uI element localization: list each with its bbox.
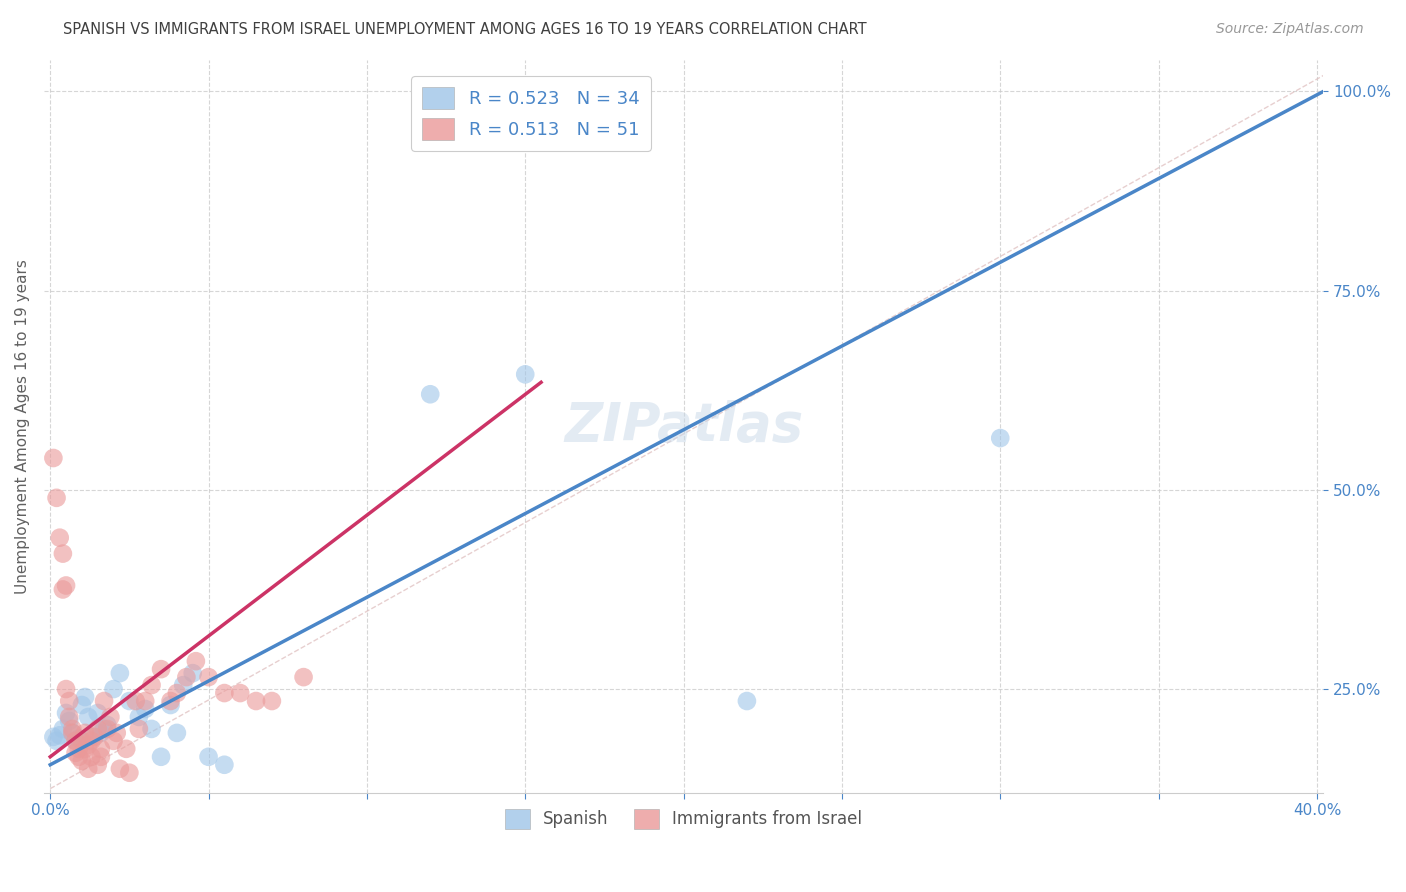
- Point: [419, 387, 441, 401]
- Point: [60, 726, 83, 740]
- Point: [166, 726, 188, 740]
- Point: [292, 670, 315, 684]
- Text: Source: ZipAtlas.com: Source: ZipAtlas.com: [1216, 22, 1364, 37]
- Point: [67, 749, 90, 764]
- Point: [67, 731, 90, 746]
- Point: [45, 734, 67, 748]
- Point: [80, 734, 103, 748]
- Point: [141, 722, 163, 736]
- Point: [118, 694, 141, 708]
- Point: [45, 491, 67, 505]
- Point: [166, 686, 188, 700]
- Point: [515, 368, 537, 382]
- Point: [214, 757, 236, 772]
- Point: [172, 678, 194, 692]
- Point: [67, 741, 90, 756]
- Point: [134, 702, 156, 716]
- Point: [48, 531, 70, 545]
- Point: [245, 694, 267, 708]
- Point: [128, 710, 150, 724]
- Point: [90, 726, 112, 740]
- Point: [184, 654, 207, 668]
- Point: [100, 710, 122, 724]
- Point: [103, 734, 125, 748]
- Point: [60, 726, 83, 740]
- Point: [96, 722, 118, 736]
- Point: [96, 718, 118, 732]
- Point: [176, 670, 198, 684]
- Y-axis label: Unemployment Among Ages 16 to 19 years: Unemployment Among Ages 16 to 19 years: [15, 259, 30, 593]
- Point: [115, 741, 138, 756]
- Point: [70, 734, 93, 748]
- Point: [42, 730, 65, 744]
- Point: [60, 722, 83, 736]
- Point: [77, 710, 100, 724]
- Point: [58, 710, 80, 724]
- Point: [159, 698, 181, 712]
- Point: [118, 765, 141, 780]
- Point: [87, 757, 110, 772]
- Point: [55, 682, 77, 697]
- Point: [150, 662, 173, 676]
- Point: [80, 749, 103, 764]
- Point: [83, 730, 105, 744]
- Point: [55, 578, 77, 592]
- Point: [108, 666, 131, 681]
- Point: [105, 726, 128, 740]
- Point: [988, 431, 1011, 445]
- Point: [55, 706, 77, 720]
- Point: [128, 722, 150, 736]
- Legend: Spanish, Immigrants from Israel: Spanish, Immigrants from Israel: [498, 802, 869, 836]
- Point: [52, 722, 75, 736]
- Point: [141, 678, 163, 692]
- Point: [77, 738, 100, 752]
- Point: [93, 722, 115, 736]
- Text: ZIPatlas: ZIPatlas: [564, 401, 803, 452]
- Point: [103, 682, 125, 697]
- Point: [80, 730, 103, 744]
- Point: [150, 749, 173, 764]
- Point: [260, 694, 283, 708]
- Point: [52, 582, 75, 597]
- Point: [214, 686, 236, 700]
- Point: [197, 749, 219, 764]
- Point: [52, 547, 75, 561]
- Point: [87, 722, 110, 736]
- Point: [90, 741, 112, 756]
- Point: [87, 706, 110, 720]
- Point: [93, 694, 115, 708]
- Point: [73, 741, 96, 756]
- Point: [70, 698, 93, 712]
- Point: [42, 450, 65, 465]
- Point: [125, 694, 148, 708]
- Point: [735, 694, 758, 708]
- Point: [73, 726, 96, 740]
- Point: [73, 690, 96, 704]
- Point: [58, 694, 80, 708]
- Point: [65, 734, 87, 748]
- Point: [197, 670, 219, 684]
- Point: [65, 746, 87, 760]
- Point: [70, 754, 93, 768]
- Point: [65, 734, 87, 748]
- Point: [77, 762, 100, 776]
- Text: SPANISH VS IMMIGRANTS FROM ISRAEL UNEMPLOYMENT AMONG AGES 16 TO 19 YEARS CORRELA: SPANISH VS IMMIGRANTS FROM ISRAEL UNEMPL…: [63, 22, 868, 37]
- Point: [159, 694, 181, 708]
- Point: [108, 762, 131, 776]
- Point: [48, 728, 70, 742]
- Point: [229, 686, 252, 700]
- Point: [134, 694, 156, 708]
- Point: [58, 714, 80, 728]
- Point: [90, 749, 112, 764]
- Point: [181, 666, 204, 681]
